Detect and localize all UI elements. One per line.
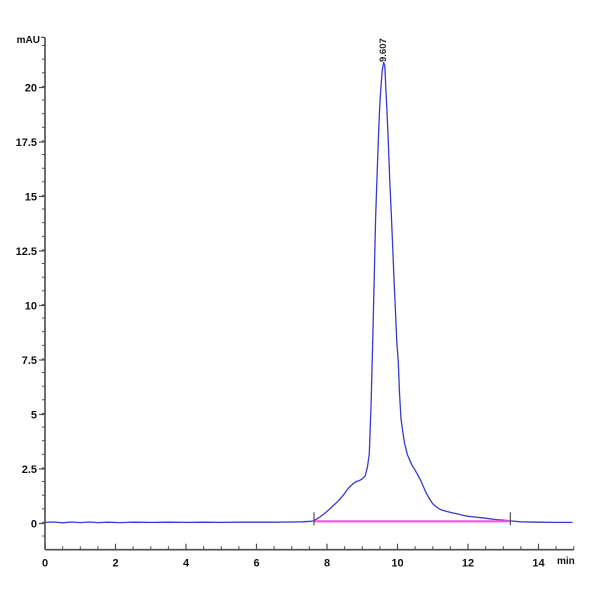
y-tick-label: 5: [31, 410, 37, 422]
x-tick-label: 0: [42, 558, 48, 570]
signal-trace: [44, 61, 573, 524]
y-tick-label: 20: [25, 83, 37, 95]
y-tick-label: 0: [31, 519, 37, 531]
x-tick-label: 12: [462, 558, 474, 570]
y-tick-label: 12.5: [16, 246, 37, 258]
x-tick-label: 2: [112, 558, 118, 570]
x-tick-label: 8: [324, 558, 330, 570]
x-axis-unit-label: min: [557, 556, 575, 567]
y-tick-label: 7.5: [22, 355, 37, 367]
y-axis-unit-label: mAU: [16, 35, 40, 46]
y-tick-label: 17.5: [16, 137, 37, 149]
y-tick-label: 15: [25, 192, 37, 204]
peak-retention-time-label: 9.607: [378, 38, 389, 62]
y-tick-label: 10: [25, 301, 37, 313]
x-tick-label: 4: [183, 558, 190, 570]
x-tick-label: 10: [391, 558, 403, 570]
x-tick-label: 6: [253, 558, 259, 570]
y-tick-label: 2.5: [22, 464, 37, 476]
x-tick-label: 14: [532, 558, 545, 570]
